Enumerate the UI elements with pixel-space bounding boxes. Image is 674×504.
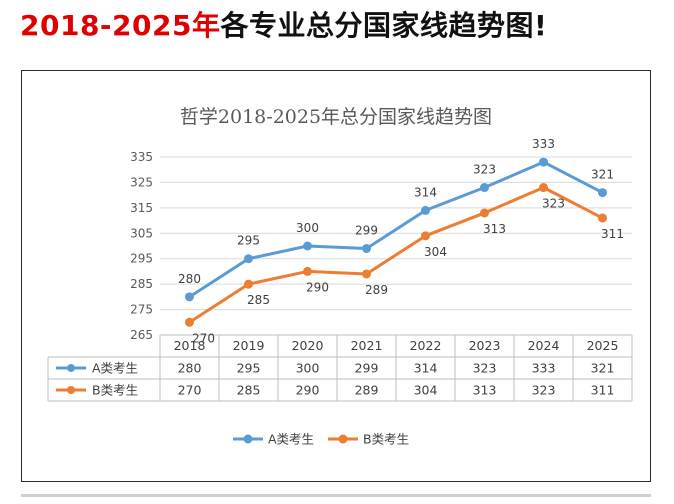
data-label: 285 (247, 293, 270, 307)
table-legend-key-marker (67, 364, 75, 372)
trend-chart: 哲学2018-2025年总分国家线趋势图 265 275 285 295 305 315 32… (47, 106, 633, 447)
x-category-label: 2025 (587, 338, 619, 353)
x-category-label: 2018 (174, 338, 206, 353)
legend-key-marker (243, 434, 253, 444)
y-tick-label: 305 (130, 226, 153, 240)
data-point (362, 244, 371, 254)
y-tick-label: 315 (130, 201, 153, 215)
table-cell-value: 321 (591, 361, 615, 376)
table-cell-value: 270 (178, 383, 202, 398)
y-tick-label: 275 (130, 303, 153, 317)
data-point (598, 188, 607, 198)
data-label: 289 (365, 283, 388, 297)
table-series-name: B类考生 (92, 383, 138, 398)
x-category-label: 2020 (292, 338, 324, 353)
y-tick-label: 285 (130, 277, 153, 291)
y-tick-label: 335 (130, 150, 153, 164)
table-cell-value: 333 (532, 361, 556, 376)
table-cell-value: 280 (178, 361, 202, 376)
table-cell-value: 285 (237, 383, 261, 398)
data-point (185, 292, 194, 302)
data-label: 280 (178, 272, 201, 286)
data-point (421, 205, 430, 215)
table-cell-value: 304 (414, 383, 438, 398)
x-category-label: 2024 (528, 338, 560, 353)
series-line (188, 186, 604, 324)
table-cell-value: 300 (296, 361, 320, 376)
data-label: 290 (306, 280, 329, 294)
page-headline: 2018-2025年各专业总分国家线趋势图! (20, 4, 547, 44)
data-label: 313 (483, 222, 506, 236)
table-series-name: A类考生 (92, 361, 138, 376)
data-point (303, 266, 312, 276)
data-label: 323 (473, 163, 496, 177)
data-point (421, 231, 430, 241)
table-cell-value: 299 (355, 361, 379, 376)
data-point (480, 208, 489, 218)
data-label: 323 (542, 197, 565, 211)
headline-year-range: 2018-2025年 (20, 9, 221, 42)
data-label: 295 (237, 234, 260, 248)
table-cell-value: 313 (473, 383, 497, 398)
y-tick-label: 265 (130, 328, 153, 342)
x-category-label: 2022 (410, 338, 442, 353)
legend-entry: A类考生 (268, 432, 314, 447)
data-label: 304 (424, 245, 447, 259)
data-point (539, 157, 548, 167)
data-point (244, 279, 253, 289)
data-label: 270 (192, 331, 215, 345)
legend-key-marker (338, 434, 348, 444)
table-cell-value: 323 (532, 383, 556, 398)
y-tick-label: 325 (130, 175, 153, 189)
table-cell-value: 295 (237, 361, 261, 376)
bottom-divider (21, 494, 651, 497)
data-label: 321 (591, 168, 614, 182)
data-label: 311 (601, 227, 624, 241)
x-category-label: 2019 (233, 338, 265, 353)
data-label: 299 (355, 224, 378, 238)
x-category-label: 2021 (351, 338, 383, 353)
data-point (185, 317, 194, 327)
data-point (303, 241, 312, 251)
data-label: 300 (296, 221, 319, 235)
data-point (539, 183, 548, 193)
data-point (244, 254, 253, 264)
chart-title: 哲学2018-2025年总分国家线趋势图 (180, 106, 492, 128)
table-cell-value: 289 (355, 383, 379, 398)
data-label: 333 (532, 137, 555, 151)
table-cell-value: 314 (414, 361, 438, 376)
table-legend-key-marker (67, 386, 75, 394)
data-point (480, 183, 489, 193)
chart-frame: 哲学2018-2025年总分国家线趋势图 265 275 285 295 305 315 32… (21, 70, 651, 482)
data-point (362, 269, 371, 279)
table-cell-value: 323 (473, 361, 497, 376)
legend-entry: B类考生 (363, 432, 409, 447)
x-category-label: 2023 (469, 338, 501, 353)
series-line (188, 160, 604, 299)
headline-text: 各专业总分国家线趋势图! (220, 9, 548, 42)
table-cell-value: 290 (296, 383, 320, 398)
data-point (598, 213, 607, 223)
y-tick-label: 295 (130, 252, 153, 266)
data-label: 314 (414, 185, 437, 199)
table-cell-value: 311 (591, 383, 615, 398)
